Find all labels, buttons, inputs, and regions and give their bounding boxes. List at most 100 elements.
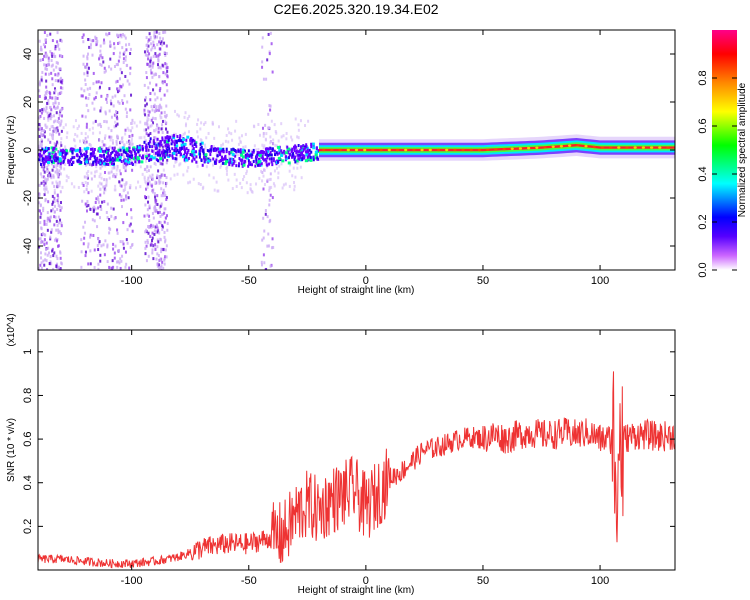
spectrogram-speckle	[157, 130, 160, 134]
spectrogram-speckle	[89, 86, 92, 90]
spectrogram-speckle	[92, 82, 95, 86]
spectrogram-speckle	[52, 200, 55, 204]
spectrogram-band-cell	[176, 148, 179, 152]
spectrogram-speckle	[93, 107, 96, 111]
spectrogram-speckle	[155, 105, 158, 109]
spectrogram-band-cell	[145, 156, 148, 160]
spectrogram-speckle	[39, 240, 42, 244]
spectrogram-band-cell	[163, 153, 166, 157]
spectrogram-haze	[146, 115, 149, 119]
spectrogram-speckle	[104, 110, 107, 114]
spectrogram-speckle	[154, 207, 157, 211]
spectrogram-band-cell	[294, 160, 297, 164]
spectrogram-haze	[116, 166, 119, 170]
spectrogram-speckle	[86, 73, 89, 77]
spectrogram-speckle	[151, 108, 154, 112]
spectrogram-haze	[147, 118, 150, 122]
spectrogram-speckle	[156, 63, 159, 67]
spectrogram-band-cell	[86, 155, 89, 159]
spectrogram-band-cell	[104, 158, 107, 162]
spectrogram-speckle	[157, 268, 160, 270]
spectrogram-speckle	[144, 203, 147, 207]
spectrogram-speckle	[47, 200, 50, 204]
spectrogram-haze	[213, 136, 216, 140]
spectrogram-speckle	[147, 200, 150, 204]
spectrogram-speckle	[40, 75, 43, 79]
spectrogram-haze	[176, 172, 179, 176]
spectrogram-band-cell	[235, 164, 238, 168]
spectrogram-haze	[272, 182, 275, 186]
spectrogram-speckle	[144, 230, 147, 234]
spectrogram-speckle	[54, 96, 57, 100]
spectrogram-haze	[43, 187, 46, 191]
spectrogram-tone-peak	[477, 148, 482, 152]
spectrogram-speckle	[39, 204, 42, 208]
spectrogram-speckle	[148, 64, 151, 68]
spectrogram-speckle	[39, 221, 42, 225]
spectrogram-band-cell	[54, 159, 57, 163]
spectrogram-speckle	[153, 244, 156, 248]
spectrogram-band-cell	[271, 148, 274, 152]
spectrogram-band-cell	[50, 160, 53, 164]
spectrogram-band-cell	[45, 149, 48, 153]
spectrogram-haze	[199, 138, 202, 142]
spectrogram-speckle	[44, 91, 47, 95]
spectrogram-haze	[130, 137, 133, 141]
spectrogram-haze	[169, 177, 172, 181]
spectrogram-speckle	[83, 231, 86, 235]
spectrogram-band-cell	[117, 153, 120, 157]
spectrogram-speckle	[146, 123, 149, 127]
spectrogram-speckle	[158, 52, 161, 56]
spectrogram-speckle	[151, 248, 154, 252]
spectrogram-haze	[115, 168, 118, 172]
spectrogram-haze	[129, 142, 132, 146]
spectrogram-band-cell	[216, 147, 219, 151]
spectrogram-speckle	[45, 89, 48, 93]
spectrogram-band-cell	[238, 162, 241, 166]
spectrogram-speckle	[157, 169, 160, 173]
spectrogram-haze	[111, 166, 114, 170]
spectrogram-speckle	[121, 101, 124, 105]
spectrogram-haze	[159, 116, 162, 120]
spectrogram-speckle	[147, 195, 150, 199]
spectrogram-speckle	[50, 58, 53, 62]
spectrogram-band-cell	[306, 150, 309, 154]
spectrogram-band-cell	[167, 144, 170, 148]
spectrogram-band-cell	[70, 163, 73, 167]
spectrogram-haze	[187, 166, 190, 170]
spectrogram-speckle	[266, 244, 269, 248]
spectrogram-speckle	[107, 65, 110, 69]
spectrogram-speckle	[156, 202, 159, 206]
spectrogram-band-cell	[293, 145, 296, 149]
spectrogram-speckle	[261, 45, 264, 49]
spectrogram-haze	[231, 150, 234, 154]
spectrogram-speckle	[158, 40, 161, 44]
spectrogram-speckle	[106, 100, 109, 104]
spectrogram-speckle	[165, 115, 168, 119]
spectrogram-band-cell	[266, 149, 270, 153]
spectrogram-speckle	[49, 112, 52, 116]
spectrogram-haze	[258, 176, 261, 180]
spectrogram-speckle	[116, 63, 119, 67]
spectrogram-band-cell	[171, 156, 174, 160]
spectrogram-band-cell	[120, 159, 123, 163]
spectrogram-speckle	[153, 136, 156, 140]
spectrogram-band-cell	[192, 147, 195, 151]
spectrogram-haze	[296, 166, 299, 170]
spectrogram-band-cell	[151, 145, 154, 149]
spectrogram-tone-peak	[551, 145, 555, 148]
spectrogram-haze	[211, 122, 214, 126]
spectrogram-speckle	[96, 237, 99, 241]
spectrogram-band-cell	[38, 158, 41, 162]
spectrogram-haze	[240, 186, 243, 190]
spectrogram-band-cell	[124, 159, 128, 163]
spectrogram-speckle	[48, 72, 51, 76]
snr-scale-label: (x10^4)	[6, 313, 17, 346]
spectrogram-haze	[237, 153, 240, 157]
spectrogram-speckle	[147, 38, 150, 42]
spectrogram-haze	[45, 169, 48, 173]
spectrogram-speckle	[115, 63, 118, 67]
spectrogram-haze	[197, 118, 200, 122]
spectrogram-band-cell	[280, 149, 283, 153]
spectrogram-haze	[213, 145, 216, 149]
